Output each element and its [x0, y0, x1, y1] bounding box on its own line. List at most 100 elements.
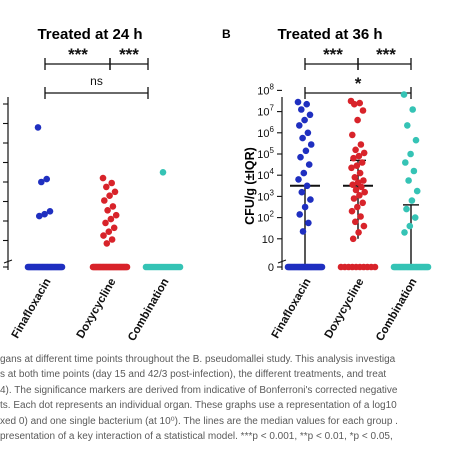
y-tick-label: 102: [257, 210, 274, 225]
data-point: [123, 263, 131, 271]
panel-b-points: [284, 91, 432, 271]
x-tick-label: Doxycycline: [323, 277, 367, 341]
data-point: [353, 162, 361, 169]
data-point: [357, 213, 364, 220]
caption-line: presentation of a key interaction of a s…: [0, 430, 393, 442]
data-point: [103, 240, 111, 247]
data-point: [110, 224, 118, 232]
data-point: [360, 149, 368, 157]
data-point: [303, 100, 311, 108]
data-point: [357, 141, 365, 148]
data-point: [404, 122, 411, 129]
data-point: [351, 100, 358, 108]
data-point: [407, 150, 414, 158]
data-point: [299, 134, 306, 142]
data-point: [318, 263, 326, 271]
data-point: [371, 263, 379, 271]
data-point: [403, 205, 410, 213]
data-point: [349, 131, 356, 139]
data-point: [301, 116, 308, 124]
significance-label: ns: [90, 74, 103, 88]
data-point: [354, 203, 361, 211]
data-point: [299, 228, 307, 235]
data-point: [301, 203, 309, 211]
significance-label: ***: [119, 45, 139, 64]
data-point: [307, 141, 315, 148]
caption-line: gans at different time points throughout…: [0, 354, 396, 365]
panel-b-x-labels: Finafloxacin Doxycycline Combination: [270, 277, 420, 344]
axis-break-mark: [3, 259, 13, 264]
panel-b-title: Treated at 36 h: [277, 26, 382, 43]
data-point: [412, 136, 420, 144]
data-point: [356, 169, 364, 177]
data-point: [408, 197, 416, 204]
panel-a-chart: Treated at 24 h *** ***ns Finafloxacin Dox…: [3, 26, 184, 344]
caption-line: 4). The significance markers are derived…: [0, 384, 398, 396]
y-tick-label: 105: [257, 146, 274, 161]
data-point: [410, 167, 418, 175]
data-point: [356, 192, 363, 199]
panel-b-y-ticks: 0 10 102 103 104 105 106 107 108: [257, 82, 274, 274]
data-point: [349, 181, 357, 188]
data-point: [46, 208, 54, 215]
caption-line: s at both time points (day 15 and 42/3 p…: [0, 369, 387, 381]
panel-b-error-bars: [290, 159, 426, 268]
data-point: [296, 122, 303, 129]
panel-b-y-axis-label: CFU/g (±IQR): [243, 147, 257, 225]
data-point: [358, 159, 366, 166]
data-point: [350, 195, 358, 202]
caption-line: xed 0) and one single bacterium (at 10⁰)…: [0, 415, 398, 427]
data-point: [400, 91, 408, 98]
x-tick-label: Finafloxacin: [270, 277, 314, 341]
data-point: [111, 188, 119, 196]
data-point: [303, 182, 311, 190]
y-tick-label: 107: [257, 104, 274, 119]
data-point: [99, 174, 107, 182]
data-point: [41, 210, 48, 218]
data-point: [104, 207, 111, 214]
data-point: [103, 183, 110, 191]
data-point: [352, 218, 359, 226]
x-tick-label: Combination: [374, 277, 420, 344]
data-point: [352, 186, 360, 194]
data-point: [359, 107, 367, 114]
data-point: [106, 192, 113, 199]
data-point: [355, 229, 362, 236]
y-tick-label: 10: [262, 234, 274, 246]
data-point: [109, 203, 117, 210]
data-point: [355, 152, 363, 160]
panel-b-axes: [277, 89, 287, 270]
caption-line: ts. Each dot represents an individual or…: [0, 400, 397, 412]
y-tick-label: 108: [257, 82, 274, 97]
significance-label: ***: [68, 45, 88, 64]
data-point: [298, 106, 305, 113]
data-point: [402, 159, 409, 166]
data-point: [350, 154, 357, 162]
data-point: [105, 228, 113, 235]
data-point: [295, 176, 302, 183]
y-tick-label: 106: [257, 125, 274, 140]
panel-a-axes: [3, 97, 13, 270]
data-point: [354, 116, 361, 124]
data-point: [411, 214, 419, 221]
x-tick-label: Finafloxacin: [10, 277, 54, 341]
data-point: [43, 175, 50, 183]
x-tick-label: Combination: [126, 277, 172, 344]
panel-a-title: Treated at 24 h: [37, 26, 142, 43]
panel-a-points: [24, 124, 184, 271]
data-point: [107, 215, 115, 223]
panel-a-significance: *** ***ns: [44, 45, 149, 99]
data-point: [352, 146, 359, 154]
y-tick-label: 104: [257, 167, 274, 182]
data-point: [176, 263, 184, 271]
data-point: [401, 229, 408, 236]
axis-break-mark: [277, 259, 287, 264]
data-point: [406, 222, 414, 230]
data-point: [108, 236, 116, 243]
data-point: [348, 207, 356, 215]
data-point: [413, 187, 421, 195]
data-point: [361, 188, 369, 196]
x-tick-label: Doxycycline: [75, 277, 119, 341]
data-point: [100, 232, 107, 239]
